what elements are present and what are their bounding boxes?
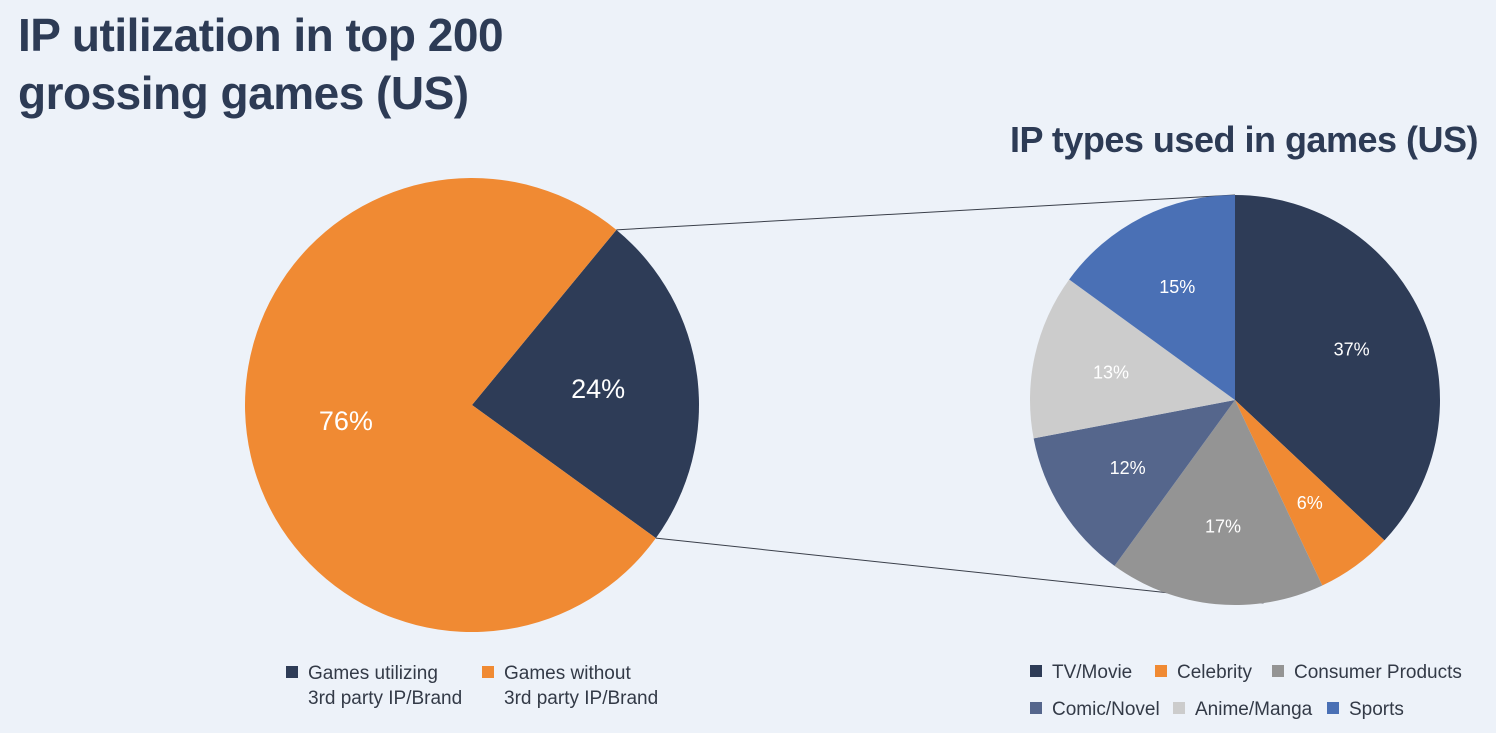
legend-item-comic-novel: Comic/Novel [1030, 697, 1160, 722]
data-label-sports: 15% [1159, 277, 1195, 297]
legend-label-utilizing-line-1: Games utilizing [308, 663, 438, 684]
right-chart-title: IP types used in games (US) [1010, 119, 1478, 160]
connector-line-top [616, 194, 1236, 231]
pie-slice-anime-manga [1030, 279, 1235, 439]
legend-item-games-utilizing-ip: Games utilizing 3rd party IP/Brand [286, 661, 462, 711]
pie-slice-games-without-3rd-party-ip-brand [244, 177, 656, 632]
legend-item-anime-manga: Anime/Manga [1173, 697, 1312, 722]
ip-types-pie: 37% 6% 17% 12% 13% 15% [1030, 195, 1440, 605]
data-label-consumer-products: 17% [1205, 517, 1241, 537]
legend-label-utilizing-line-2: 3rd party IP/Brand [308, 688, 463, 709]
legend-label-celebrity: Celebrity [1177, 662, 1252, 683]
legend-label-consumer-products: Consumer Products [1294, 662, 1462, 683]
legend-label-comic-novel: Comic/Novel [1052, 699, 1160, 720]
data-label-games-without-3rd-party-ip-brand: 76% [319, 406, 373, 436]
pie-slice-comic-novel [1033, 400, 1235, 566]
legend-swatch-utilizing [286, 666, 298, 678]
data-label-tv-movie: 37% [1334, 340, 1370, 360]
ip-utilization-pie: 24% 76% [244, 177, 699, 632]
left-chart-title: IP utilization in top 200 grossing games… [18, 6, 504, 122]
left-title-line-1: IP utilization in top 200 [18, 9, 504, 61]
legend-item-celebrity: Celebrity [1155, 660, 1252, 685]
legend-item-tv-movie: TV/Movie [1030, 660, 1132, 685]
legend-label-without-line-2: 3rd party IP/Brand [504, 688, 659, 709]
legend-swatch-without [482, 666, 494, 678]
data-label-games-utilizing-3rd-party-ip-brand: 24% [571, 374, 625, 404]
connector-line-bottom [655, 537, 1264, 604]
pie-slice-consumer-products [1114, 400, 1323, 605]
data-label-celebrity: 6% [1297, 493, 1323, 513]
legend-swatch-celebrity [1155, 665, 1167, 677]
legend-swatch-comic-novel [1030, 702, 1042, 714]
pie-slice-games-utilizing-3rd-party-ip-brand [472, 229, 699, 539]
legend-label-anime-manga: Anime/Manga [1195, 699, 1313, 720]
legend-swatch-tv-movie [1030, 665, 1042, 677]
pie-slice-celebrity [1235, 400, 1385, 586]
legend-swatch-anime-manga [1173, 702, 1185, 714]
legend-swatch-sports [1327, 702, 1339, 714]
legend-swatch-consumer-products [1272, 665, 1284, 677]
pie-slice-sports [1069, 195, 1235, 400]
legend-label-sports: Sports [1349, 699, 1404, 720]
pie-slice-tv-movie [1235, 195, 1440, 541]
legend-item-sports: Sports [1327, 697, 1404, 722]
connector-lines [616, 194, 1264, 604]
legend-item-consumer-products: Consumer Products [1272, 660, 1462, 685]
data-label-comic-novel: 12% [1110, 458, 1146, 478]
legend-label-tv-movie: TV/Movie [1052, 662, 1133, 683]
legend-label-without-line-1: Games without [504, 663, 631, 684]
data-label-anime-manga: 13% [1093, 362, 1129, 382]
left-title-line-2: grossing games (US) [18, 67, 469, 119]
legend-item-games-without-ip: Games without 3rd party IP/Brand [482, 661, 658, 711]
